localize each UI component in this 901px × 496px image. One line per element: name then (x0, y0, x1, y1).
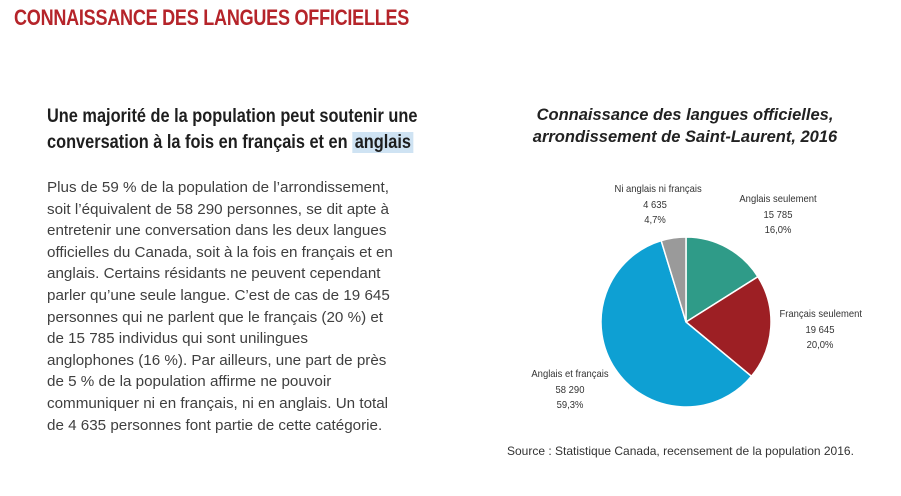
label-french-only-percent: 20,0% (806, 339, 834, 351)
pie-slice-ni-anglais-ni-fran-ais (660, 236, 687, 323)
pie-slice-anglais-et-fran-ais (600, 239, 753, 408)
subheading-highlight: anglais (352, 132, 414, 153)
subheading-text: Une majorité de la population peut soute… (47, 106, 418, 153)
label-english-only-percent: 16,0% (764, 224, 792, 236)
chart-title: Connaissance des langues officielles, ar… (505, 104, 865, 148)
label-both-name: Anglais et français (531, 368, 609, 380)
label-none-percent: 4,7% (644, 214, 666, 226)
label-english-only-value: 15 785 (763, 208, 793, 221)
label-none-name: Ni anglais ni français (614, 183, 702, 195)
pie-slice-fran-ais-seulement (684, 275, 772, 378)
label-french-only-value: 19 645 (805, 323, 835, 336)
pie-slice-anglais-seulement (685, 236, 759, 324)
label-french-only-name: Français seulement (779, 308, 862, 320)
label-both-value: 58 290 (555, 383, 585, 396)
source-note: Source : Statistique Canada, recensement… (507, 444, 854, 458)
label-none: Ni anglais ni français 4 635 4,7% (614, 182, 702, 229)
subheading: Une majorité de la population peut soute… (47, 104, 443, 156)
label-english-only-name: Anglais seulement (739, 193, 817, 205)
chart-title-line-1: Connaissance des langues officielles, (536, 106, 834, 124)
label-none-value: 4 635 (643, 198, 667, 211)
body-paragraph: Plus de 59 % de la population de l’arron… (47, 177, 397, 436)
body-paragraph-text: Plus de 59 % de la population de l’arron… (47, 179, 393, 434)
chart-title-line-2: arrondissement de Saint-Laurent, 2016 (532, 128, 838, 146)
label-french-only: Français seulement 19 645 20,0% (779, 307, 862, 354)
label-both: Anglais et français 58 290 59,3% (525, 367, 615, 414)
label-english-only: Anglais seulement 15 785 16,0% (738, 192, 819, 239)
section-title: CONNAISSANCE DES LANGUES OFFICIELLES (14, 5, 410, 30)
label-both-percent: 59,3% (556, 399, 584, 411)
